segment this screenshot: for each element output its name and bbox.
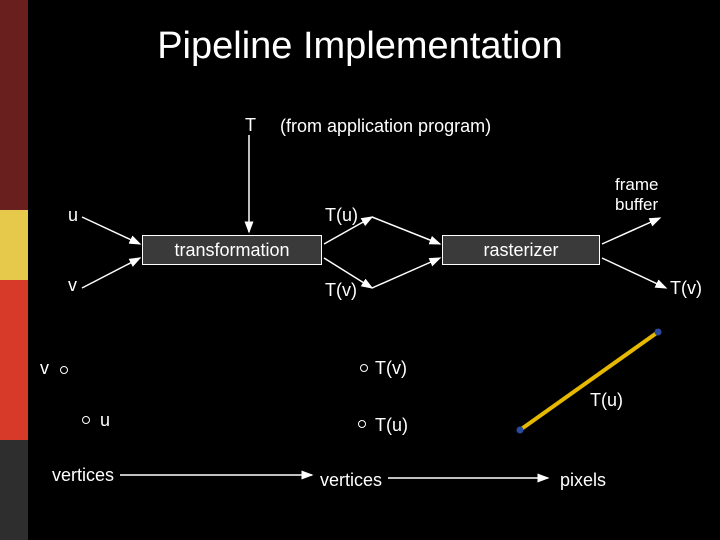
label-vertices-mid: vertices <box>320 470 382 491</box>
vertex-dot-3 <box>358 420 366 428</box>
page-title: Pipeline Implementation <box>0 25 720 68</box>
label-T: T <box>245 115 256 136</box>
diagram-svg <box>0 0 720 540</box>
label-vertices-left: vertices <box>52 465 114 486</box>
transformation-box: transformation <box>142 235 322 265</box>
vertex-dot-2 <box>360 364 368 372</box>
rasterizer-box: rasterizer <box>442 235 600 265</box>
label-v-mid: v <box>40 358 49 379</box>
label-from-app: (from application program) <box>280 116 491 137</box>
vertex-dot-0 <box>60 366 68 374</box>
label-u-mid: u <box>100 410 110 431</box>
accent-stripe <box>0 0 28 540</box>
label-Tv-right: T(v) <box>670 278 702 299</box>
accent-seg-1 <box>0 210 28 280</box>
accent-seg-3 <box>0 440 28 540</box>
label-Tu-right: T(u) <box>590 390 623 411</box>
label-v-top: v <box>68 275 77 296</box>
accent-seg-2 <box>0 280 28 440</box>
label-Tu-top: T(u) <box>325 205 358 226</box>
label-u-top: u <box>68 205 78 226</box>
vertex-dot-1 <box>82 416 90 424</box>
label-Tv-top: T(v) <box>325 280 357 301</box>
label-frame-buffer: frame buffer <box>615 175 658 215</box>
label-pixels: pixels <box>560 470 606 491</box>
label-Tv-mid: T(v) <box>375 358 407 379</box>
label-Tu-mid: T(u) <box>375 415 408 436</box>
